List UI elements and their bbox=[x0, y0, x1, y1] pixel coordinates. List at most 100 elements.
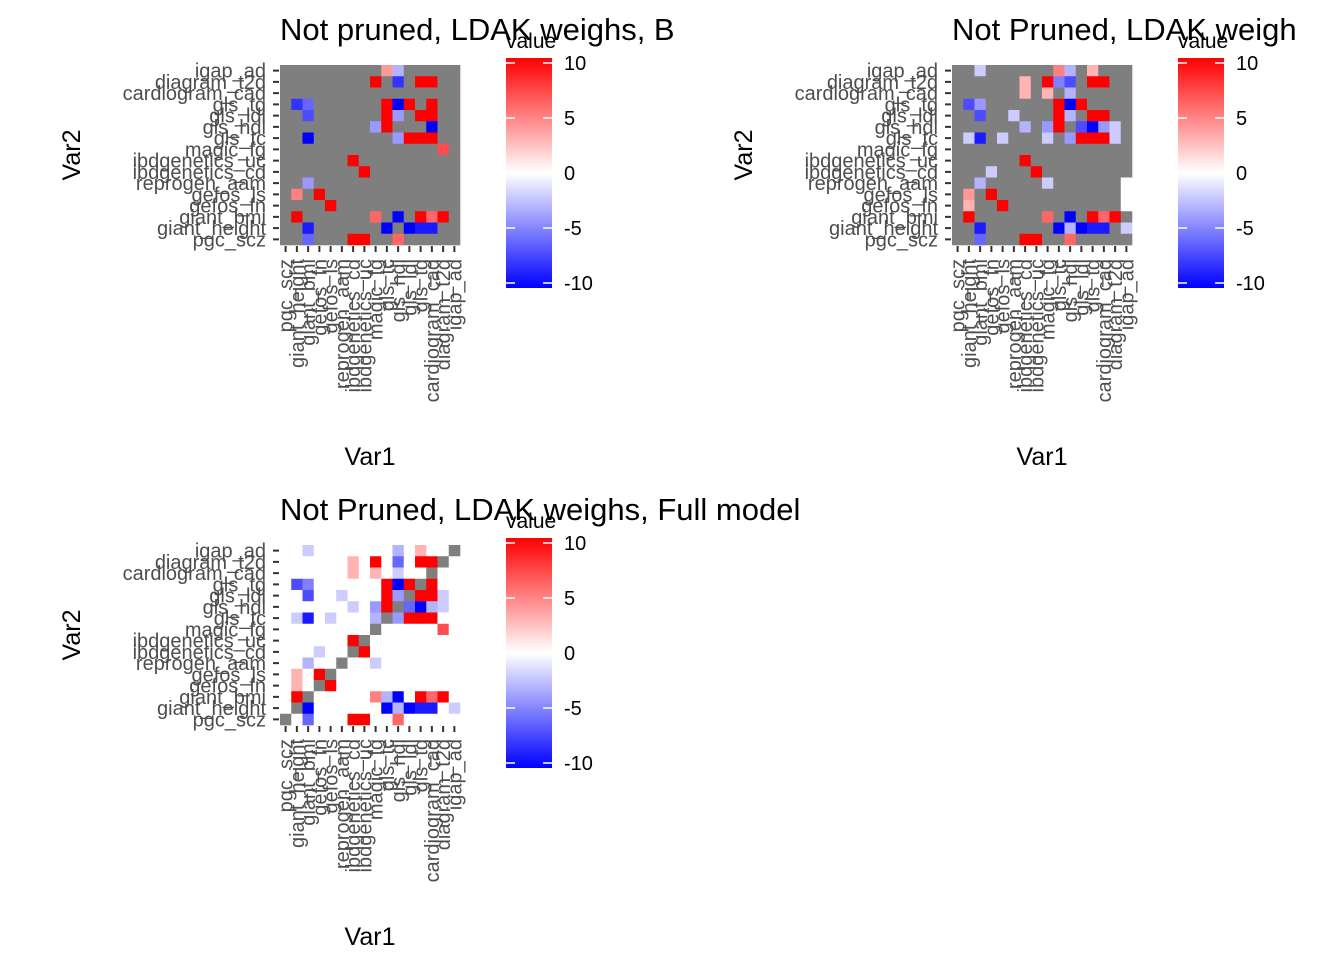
y-tick-label: ibdgenetics_cd bbox=[805, 162, 938, 184]
x-axis-title: Var1 bbox=[345, 443, 396, 471]
heatmap-cell bbox=[291, 623, 303, 636]
x-tick-label: gls_tg bbox=[411, 259, 433, 312]
heatmap-cell bbox=[1064, 166, 1077, 178]
heatmap-cell bbox=[370, 691, 382, 703]
heatmap-cell bbox=[336, 713, 348, 726]
x-tick-label: ibdgenetics_uc bbox=[354, 259, 376, 392]
heatmap-cell bbox=[313, 222, 326, 235]
heatmap-cell bbox=[358, 132, 371, 145]
heatmap-cell bbox=[336, 200, 348, 212]
x-tick-label: gls_hdl bbox=[388, 259, 410, 322]
heatmap-cell bbox=[1098, 76, 1110, 88]
heatmap-cell bbox=[1075, 222, 1088, 235]
heatmap-cell bbox=[1087, 65, 1099, 77]
heatmap-cell bbox=[1098, 166, 1110, 178]
heatmap-cell bbox=[437, 635, 450, 647]
heatmap-cell bbox=[1098, 87, 1110, 100]
heatmap-cell bbox=[1064, 65, 1077, 77]
heatmap-cell bbox=[1008, 200, 1020, 212]
heatmap-cell bbox=[1098, 110, 1110, 122]
heatmap-cell bbox=[1109, 200, 1122, 212]
heatmap-cell bbox=[1075, 76, 1088, 88]
y-tick-label: gefos_ls bbox=[192, 664, 267, 686]
heatmap-cell bbox=[415, 143, 427, 156]
x-tick-label: pgc_scz bbox=[948, 259, 970, 332]
heatmap-cell bbox=[313, 623, 326, 636]
y-tick-label: gls_hdl bbox=[203, 597, 266, 619]
heatmap-cell bbox=[403, 132, 416, 145]
heatmap-cell bbox=[392, 188, 405, 201]
heatmap-cell bbox=[381, 155, 393, 167]
x-tick-label: giant_bmi bbox=[298, 739, 320, 826]
y-tick-label: gls_ldl bbox=[209, 586, 266, 608]
heatmap-cell bbox=[313, 200, 326, 212]
heatmap-cell bbox=[358, 668, 371, 681]
heatmap-cell bbox=[291, 121, 303, 133]
heatmap-cell bbox=[963, 98, 975, 111]
y-tick-label: gls_hdl bbox=[203, 117, 266, 139]
heatmap-cell bbox=[302, 691, 315, 703]
heatmap-cell bbox=[358, 110, 371, 122]
heatmap-cell bbox=[448, 87, 461, 100]
heatmap-cell bbox=[336, 76, 348, 88]
x-tick-label: pgc_scz bbox=[276, 739, 298, 812]
heatmap-cell bbox=[302, 590, 315, 602]
y-tick-label: igap_ad bbox=[867, 61, 938, 83]
heatmap-cell bbox=[1064, 211, 1077, 223]
heatmap-cell bbox=[437, 713, 450, 726]
heatmap-cell bbox=[381, 177, 393, 190]
heatmap-cell bbox=[1087, 233, 1099, 246]
y-tick-label: cardiogram_cad bbox=[795, 83, 938, 105]
heatmap-cell bbox=[1075, 188, 1088, 201]
heatmap-cell bbox=[280, 545, 292, 557]
legend-tick-label: 10 bbox=[564, 53, 586, 75]
heatmap-cell bbox=[963, 121, 975, 133]
heatmap-cell bbox=[1109, 87, 1122, 100]
heatmap-cell bbox=[1019, 155, 1032, 167]
heatmap-cell bbox=[1098, 177, 1110, 190]
x-tick-label: igap_ad bbox=[444, 259, 466, 330]
heatmap-cell bbox=[336, 567, 348, 580]
heatmap-cell bbox=[325, 635, 337, 647]
heatmap-cell bbox=[336, 601, 348, 613]
y-tick-label: pgc_scz bbox=[193, 229, 266, 251]
heatmap-cell bbox=[1053, 222, 1065, 235]
heatmap-cells bbox=[280, 545, 461, 726]
heatmap-cell bbox=[1008, 121, 1020, 133]
heatmap-cell bbox=[1053, 76, 1065, 88]
heatmap-cell bbox=[392, 623, 405, 636]
heatmap-cell bbox=[291, 612, 303, 625]
heatmap-cell bbox=[997, 222, 1009, 235]
heatmap-cell bbox=[426, 200, 438, 212]
heatmap-cell bbox=[426, 155, 438, 167]
heatmap-cell bbox=[325, 177, 337, 190]
heatmap-cell bbox=[280, 87, 292, 100]
heatmap-cell bbox=[415, 65, 427, 77]
heatmap-cell bbox=[336, 578, 348, 591]
heatmap-cell bbox=[1008, 188, 1020, 201]
heatmap-cell bbox=[370, 635, 382, 647]
heatmap-cell bbox=[325, 691, 337, 703]
heatmap-cell bbox=[974, 143, 987, 156]
y-tick-label: gls_hdl bbox=[875, 117, 938, 139]
heatmap-cell bbox=[985, 76, 998, 88]
heatmap-cell bbox=[302, 222, 315, 235]
heatmap-cell bbox=[974, 121, 987, 133]
heatmap-cell bbox=[963, 177, 975, 190]
heatmap-cell bbox=[336, 177, 348, 190]
heatmap-cell bbox=[291, 680, 303, 692]
heatmap-cell bbox=[381, 132, 393, 145]
heatmap-cell bbox=[426, 110, 438, 122]
heatmap-cell bbox=[448, 601, 461, 613]
heatmap-cell bbox=[1042, 155, 1054, 167]
heatmap-cell bbox=[392, 691, 405, 703]
heatmap-cell bbox=[302, 65, 315, 77]
x-tick-label: diagram_t2d bbox=[433, 739, 455, 850]
heatmap-cell bbox=[1098, 65, 1110, 77]
heatmap-cell bbox=[1019, 65, 1032, 77]
heatmap-cell bbox=[392, 98, 405, 111]
heatmap-cell bbox=[437, 702, 450, 715]
x-tick-label: ibdgenetics_cd bbox=[1015, 259, 1037, 392]
heatmap-cell bbox=[426, 233, 438, 246]
heatmap-cell bbox=[403, 200, 416, 212]
